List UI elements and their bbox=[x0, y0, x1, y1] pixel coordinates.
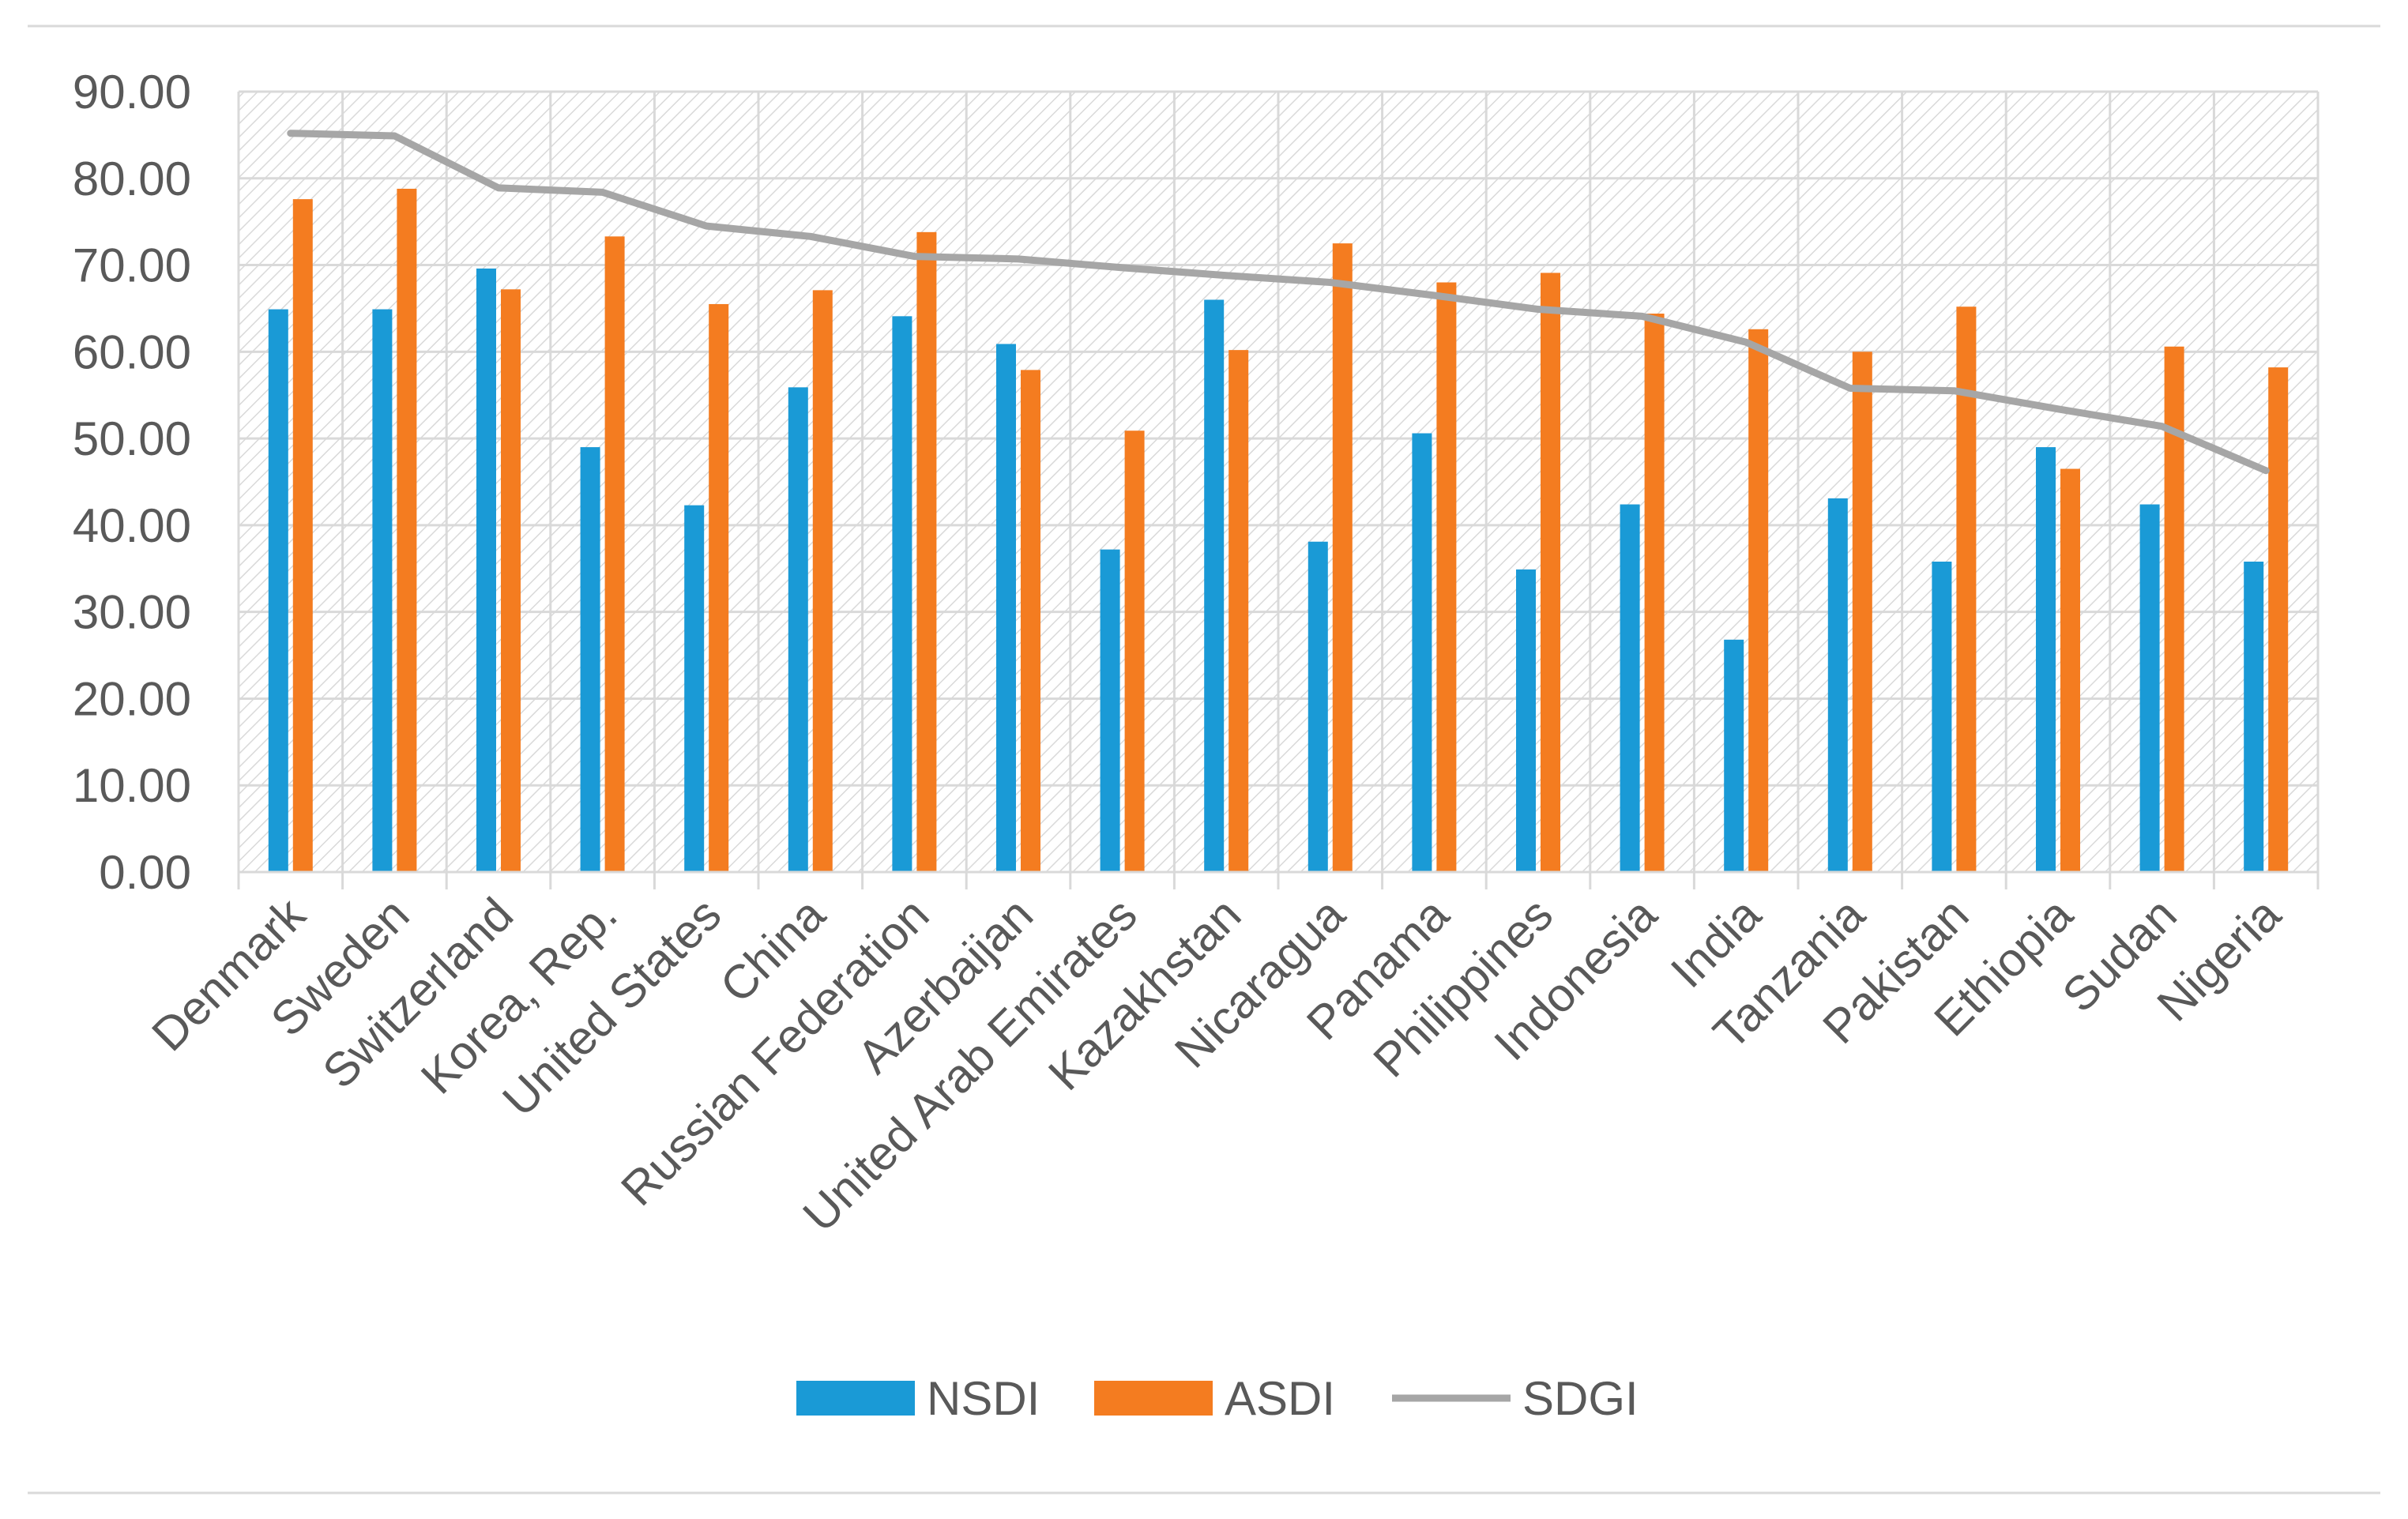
bar-asdi bbox=[292, 199, 313, 872]
bar-asdi bbox=[397, 188, 417, 872]
y-tick-label: 20.00 bbox=[73, 672, 191, 725]
bar-nsdi bbox=[684, 505, 705, 872]
y-tick-label: 0.00 bbox=[99, 846, 191, 899]
bar-nsdi bbox=[996, 344, 1016, 872]
sdgi-line bbox=[287, 130, 2270, 475]
y-tick-label: 70.00 bbox=[73, 239, 191, 292]
bar-nsdi bbox=[788, 387, 808, 872]
bar-nsdi bbox=[1100, 549, 1120, 872]
bar-nsdi bbox=[372, 309, 393, 872]
bar-nsdi bbox=[1932, 561, 1952, 872]
bar-nsdi bbox=[1516, 569, 1536, 872]
bar-nsdi bbox=[2139, 504, 2160, 872]
bar-asdi bbox=[501, 289, 521, 872]
bar-nsdi bbox=[476, 268, 496, 872]
bar-asdi bbox=[709, 303, 729, 872]
bar-nsdi bbox=[2244, 561, 2264, 872]
legend: NSDI ASDI SDGI bbox=[796, 1372, 1639, 1425]
bar-nsdi bbox=[580, 447, 600, 872]
bar-asdi bbox=[2268, 367, 2289, 872]
bar-nsdi bbox=[268, 309, 288, 872]
sdgi-line-group bbox=[287, 130, 2270, 475]
bar-asdi bbox=[812, 290, 833, 872]
bar-nsdi bbox=[892, 316, 912, 872]
bar-asdi bbox=[1332, 243, 1353, 873]
y-tick-label: 80.00 bbox=[73, 152, 191, 205]
bar-asdi bbox=[916, 231, 937, 873]
bar-asdi bbox=[1436, 282, 1457, 872]
y-tick-label: 40.00 bbox=[73, 499, 191, 552]
bar-asdi bbox=[1021, 370, 1040, 872]
bar-asdi bbox=[1228, 350, 1249, 872]
bar-nsdi bbox=[1724, 639, 1744, 872]
y-tick-label: 50.00 bbox=[73, 412, 191, 465]
bar-asdi bbox=[1644, 314, 1665, 872]
y-axis-ticks: 0.00 10.00 20.00 30.00 40.00 50.00 60.00 70.00 8… bbox=[73, 66, 191, 899]
legend-label-nsdi: NSDI bbox=[927, 1372, 1040, 1425]
bar-nsdi bbox=[1827, 498, 1848, 872]
y-tick-label: 30.00 bbox=[73, 586, 191, 639]
y-tick-label: 60.00 bbox=[73, 325, 191, 378]
y-tick-label: 10.00 bbox=[73, 759, 191, 812]
gridlines bbox=[237, 90, 2320, 889]
bars bbox=[239, 188, 2318, 874]
bar-asdi bbox=[1124, 431, 1145, 872]
bar-nsdi bbox=[1204, 299, 1225, 872]
bar-asdi bbox=[1852, 352, 1872, 872]
bar-asdi bbox=[1956, 306, 1977, 872]
bar-nsdi bbox=[1620, 504, 1640, 872]
bar-nsdi bbox=[1412, 433, 1432, 872]
bar-asdi bbox=[1748, 329, 1769, 872]
bar-nsdi bbox=[2036, 447, 2056, 872]
legend-swatch-nsdi bbox=[796, 1381, 915, 1416]
bar-asdi bbox=[1541, 273, 1560, 872]
bar-asdi bbox=[604, 236, 625, 873]
legend-label-sdgi: SDGI bbox=[1522, 1372, 1639, 1425]
legend-label-asdi: ASDI bbox=[1225, 1372, 1335, 1425]
bar-nsdi bbox=[1307, 541, 1328, 872]
bar-asdi bbox=[2060, 468, 2080, 872]
y-tick-label: 90.00 bbox=[73, 66, 191, 118]
legend-swatch-asdi bbox=[1094, 1381, 1213, 1416]
